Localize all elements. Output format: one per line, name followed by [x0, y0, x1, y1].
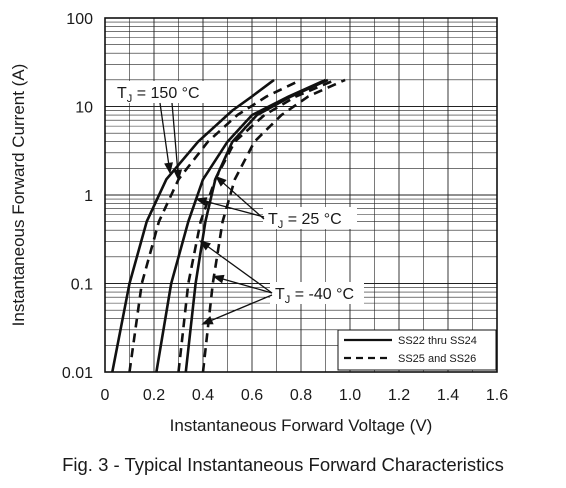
annotation-tj-25c-t: T [268, 211, 278, 228]
x-tick-label: 0.2 [143, 387, 165, 404]
annotation-arrow-line [202, 294, 273, 325]
annotation-arrows [159, 102, 273, 325]
legend-label-ss25-ss26: SS25 and SS26 [398, 353, 476, 365]
x-tick-label: 0.8 [290, 387, 312, 404]
x-tick-label: 0.4 [192, 387, 214, 404]
annotation-tj-m40c-sub: J [285, 294, 291, 306]
y-tick-label: 1 [84, 188, 93, 205]
annotation-arrow-line [216, 176, 265, 220]
annotation-tj-150c-t: T [117, 85, 127, 102]
figure-caption: Fig. 3 - Typical Instantaneous Forward C… [62, 454, 504, 475]
annotation-arrowhead [201, 316, 214, 325]
annotation-arrow-line [171, 102, 180, 180]
annotation-arrow-line [213, 275, 273, 294]
annotation-tj-25c-sub: J [278, 219, 284, 231]
y-tick-label: 0.1 [71, 277, 93, 294]
annotation-tj-150c-sub: J [127, 93, 133, 105]
legend-box [337, 329, 497, 371]
annotation-arrow-line [159, 102, 171, 173]
x-axis-ticks: 0 0.2 0.4 0.6 0.8 1.0 1.2 1.4 1.6 [101, 387, 509, 404]
x-axis-label: Instantaneous Forward Voltage (V) [170, 416, 433, 435]
annotations: TJ = 150 °C TJ = 25 °C TJ = -40 °C [112, 81, 364, 306]
x-tick-label: 0 [101, 387, 110, 404]
annotation-tj-25c-rest: = 25 °C [283, 211, 341, 228]
annotation-tj-150c: TJ = 150 °C [117, 85, 200, 105]
annotation-arrow-line [200, 240, 273, 294]
annotation-tj-m40c-t: T [275, 286, 285, 303]
series-line-ss22-ss24-1 [155, 78, 327, 373]
legend-label-ss22-ss24: SS22 thru SS24 [398, 335, 477, 347]
annotation-arrowhead [164, 162, 173, 175]
plot-frame [104, 17, 498, 373]
annotation-tj-150c-rest: = 150 °C [132, 85, 199, 102]
annotation-bg-150 [112, 81, 214, 103]
series-lines [111, 78, 346, 373]
annotation-arrowhead [173, 169, 183, 182]
x-tick-label: 0.6 [241, 387, 263, 404]
y-tick-label: 100 [66, 11, 93, 28]
annotation-arrow-line [196, 198, 265, 218]
series-line-ss22-ss24-0 [111, 78, 275, 373]
series-line-ss25-ss26-3 [128, 78, 302, 373]
x-tick-label: 1.0 [339, 387, 361, 404]
annotation-bg-m40 [270, 282, 364, 304]
annotation-arrowhead [199, 240, 211, 251]
grid [105, 18, 497, 372]
annotation-tj-m40c-rest: = -40 °C [290, 286, 354, 303]
annotation-tj-m40c: TJ = -40 °C [275, 286, 354, 306]
annotation-arrowhead [195, 197, 208, 206]
annotation-arrowhead [215, 175, 227, 187]
x-tick-label: 1.6 [486, 387, 508, 404]
series-line-ss25-ss26-5 [201, 78, 346, 373]
annotation-bg-25 [263, 207, 357, 229]
series-line-ss25-ss26-4 [177, 78, 336, 373]
annotation-tj-25c: TJ = 25 °C [268, 211, 342, 231]
legend: SS22 thru SS24 SS25 and SS26 [337, 329, 497, 371]
annotation-arrowhead [212, 274, 225, 284]
x-tick-label: 1.2 [388, 387, 410, 404]
y-tick-label: 0.01 [62, 365, 93, 382]
x-tick-label: 1.4 [437, 387, 459, 404]
y-tick-label: 10 [75, 100, 93, 117]
y-axis-label: Instantaneous Forward Current (A) [9, 64, 28, 327]
y-axis-ticks: 0.01 0.1 1 10 100 [62, 11, 93, 382]
